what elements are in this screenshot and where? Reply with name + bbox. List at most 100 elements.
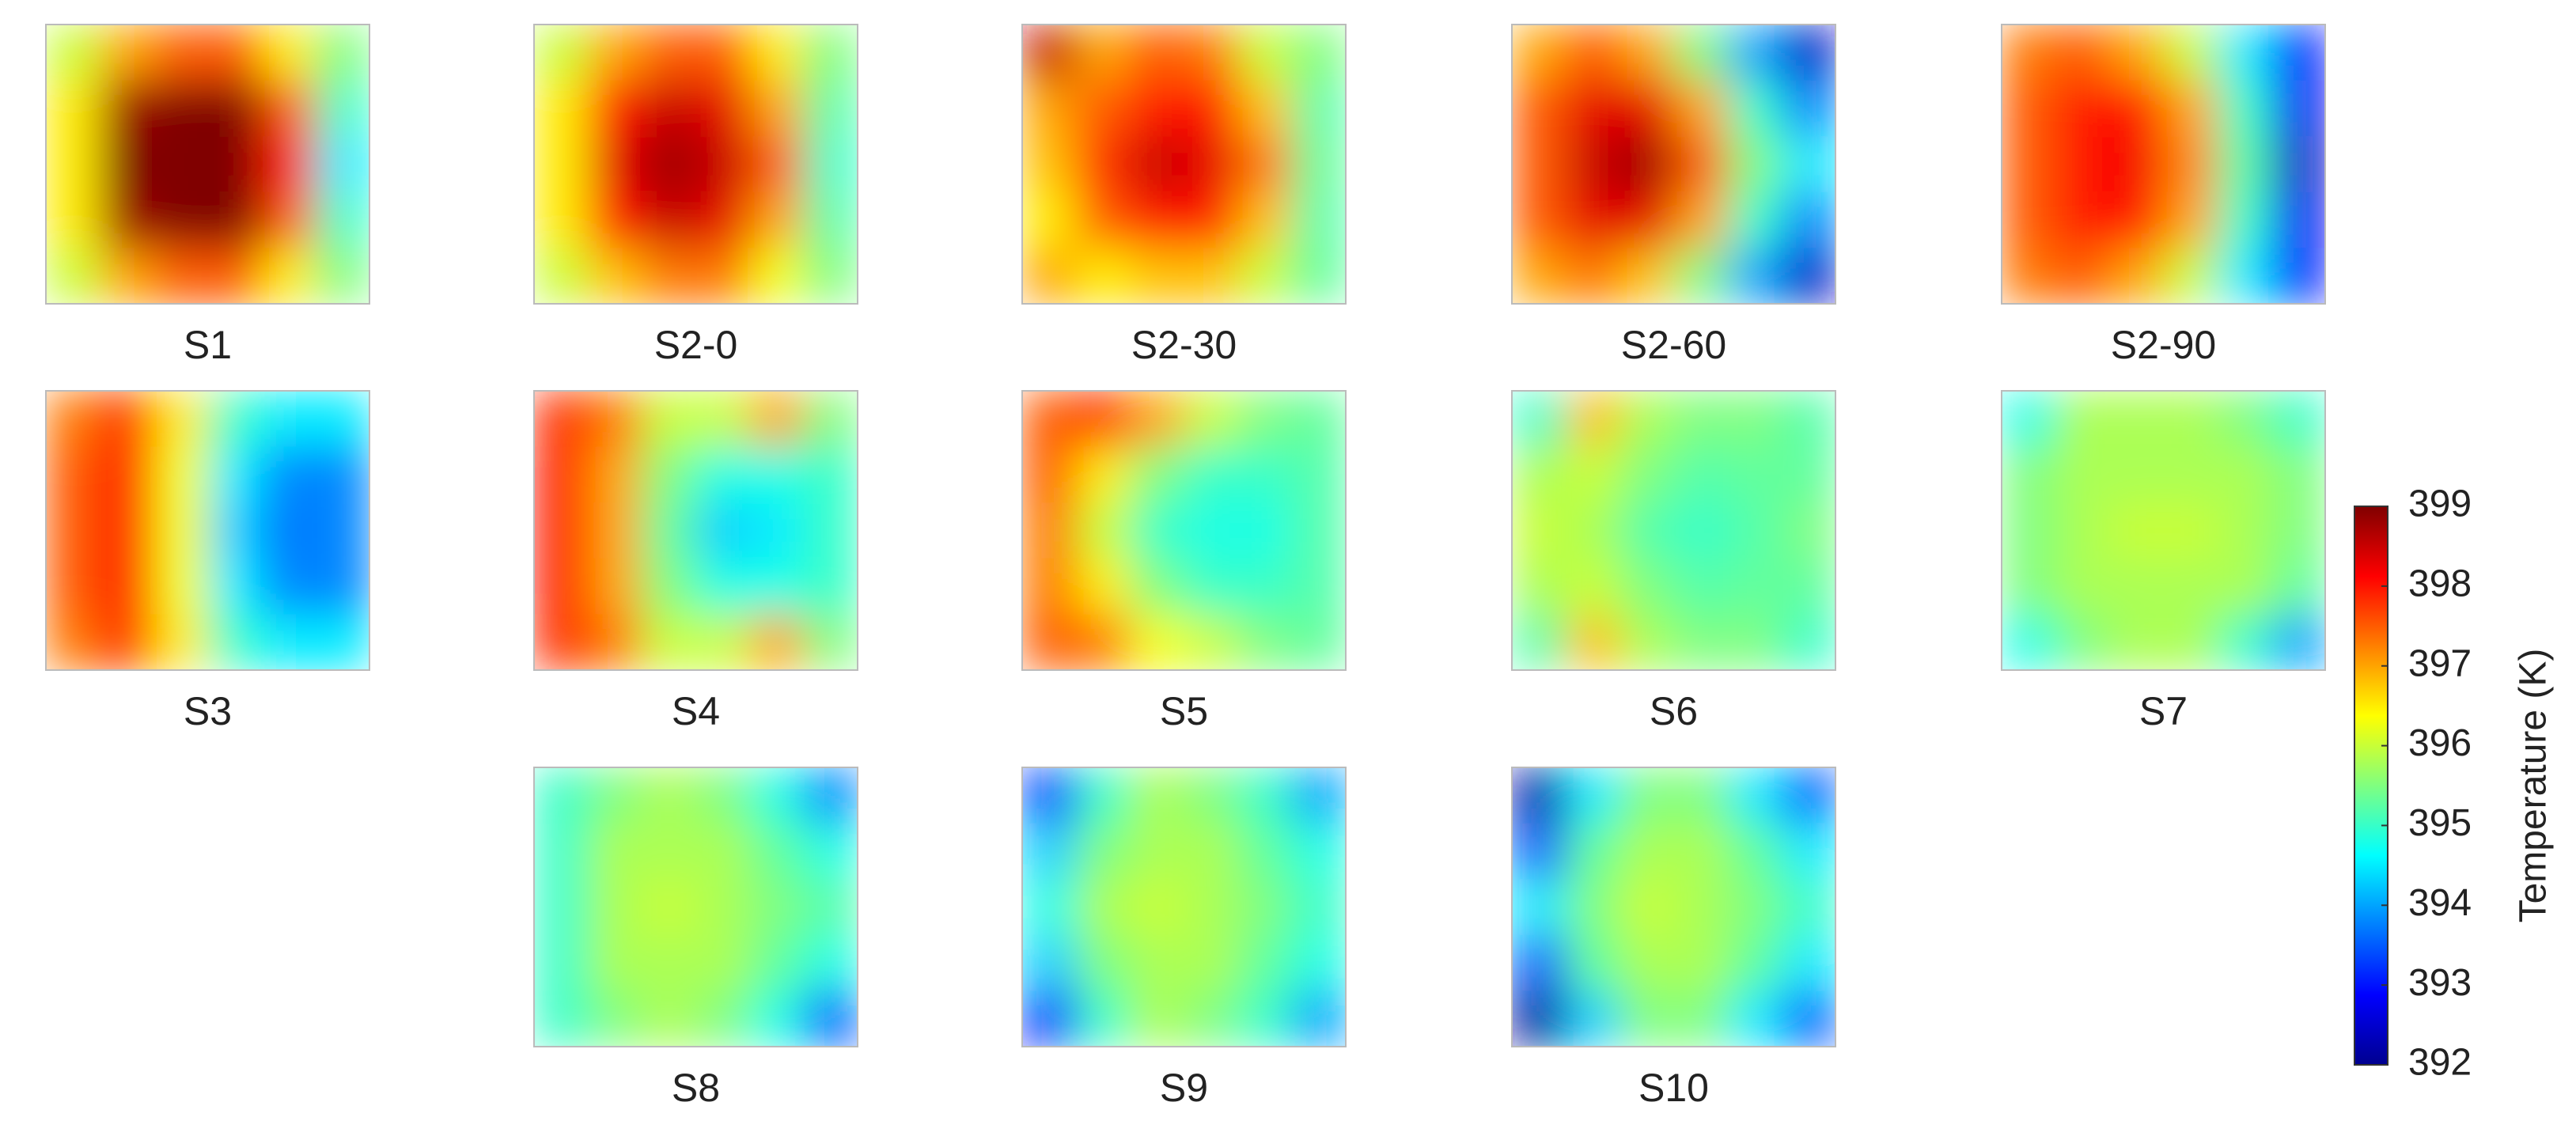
heatmap-cell <box>642 558 697 615</box>
heatmap-cell <box>2002 25 2057 81</box>
heatmap-cell <box>100 558 155 615</box>
heatmap-cell <box>1184 879 1239 936</box>
heatmap-cell <box>315 614 369 670</box>
heatmap-cell <box>1130 136 1185 193</box>
heatmap-cell <box>1673 558 1729 615</box>
heatmap-cell <box>207 502 263 559</box>
heatmap-cell <box>803 502 858 559</box>
heatmap-cell <box>803 446 858 504</box>
heatmap-cell <box>1022 80 1078 138</box>
heatmap-cell <box>1673 80 1729 138</box>
heatmap-cell <box>1237 446 1293 504</box>
heatmap-cell <box>1566 934 1621 992</box>
heatmap-cell <box>1130 80 1185 138</box>
heatmap-cell <box>261 248 316 304</box>
heatmap-cell <box>1673 614 1729 670</box>
heatmap-cell <box>749 879 805 936</box>
heatmap-cell <box>1022 136 1078 193</box>
heatmap-cell <box>588 502 643 559</box>
heatmap-cell <box>2055 25 2111 81</box>
heatmap-cell <box>315 191 369 249</box>
heatmap-field <box>1512 391 1835 670</box>
heatmap-cell <box>315 446 369 504</box>
heatmap-cell <box>1619 990 1675 1047</box>
heatmap-cell <box>695 502 751 559</box>
heatmap-cell <box>2002 558 2057 615</box>
heatmap-cell <box>534 80 589 138</box>
heatmap-cell <box>2163 391 2218 448</box>
heatmap-cell <box>1184 25 1239 81</box>
heatmap-cell <box>749 191 805 249</box>
heatmap-cell <box>2217 80 2272 138</box>
heatmap-cell <box>534 502 589 559</box>
heatmap-cell <box>1184 614 1239 670</box>
heatmap-cell <box>1512 614 1567 670</box>
heatmap-cell <box>153 136 209 193</box>
heatmap-cell <box>2109 446 2165 504</box>
heatmap-cell <box>642 502 697 559</box>
heatmap-cell <box>1512 558 1567 615</box>
heatmap-cell <box>261 80 316 138</box>
heatmap-cell <box>749 25 805 81</box>
heatmap-cell <box>1566 502 1621 559</box>
heatmap-cell <box>207 391 263 448</box>
heatmap-cell <box>1130 879 1185 936</box>
heatmap-cell <box>1727 25 1782 81</box>
heatmap-cell <box>207 558 263 615</box>
heatmap-panel: S7 <box>2001 390 2326 733</box>
heatmap-cell <box>749 990 805 1047</box>
heatmap-cell <box>642 614 697 670</box>
heatmap-cell <box>1237 767 1293 824</box>
heatmap-cell <box>534 248 589 304</box>
panel-title: S2-30 <box>1131 323 1237 367</box>
heatmap-cell <box>1291 502 1346 559</box>
heatmap-cell <box>534 25 589 81</box>
heatmap-cell <box>588 80 643 138</box>
heatmap-cell <box>1184 80 1239 138</box>
heatmap-cell <box>1566 191 1621 249</box>
heatmap-cell <box>315 248 369 304</box>
heatmap-cell <box>1130 25 1185 81</box>
panel-title: S5 <box>1160 689 1208 733</box>
heatmap-cell <box>695 25 751 81</box>
heatmap-cell <box>1291 934 1346 992</box>
heatmap-cell <box>1727 767 1782 824</box>
heatmap-cell <box>1237 136 1293 193</box>
heatmap-cell <box>315 25 369 81</box>
heatmap-cell <box>46 614 101 670</box>
heatmap-cell <box>1673 934 1729 992</box>
heatmap-field <box>1512 25 1835 304</box>
heatmap-cell <box>1512 136 1567 193</box>
heatmap-cell <box>2109 502 2165 559</box>
heatmap-cell <box>803 558 858 615</box>
heatmap-cell <box>749 446 805 504</box>
heatmap-cell <box>1673 502 1729 559</box>
heatmap-cell <box>1781 446 1835 504</box>
heatmap-cell <box>261 391 316 448</box>
heatmap-cell <box>1619 558 1675 615</box>
heatmap-cell <box>1130 614 1185 670</box>
heatmap-cell <box>1673 25 1729 81</box>
heatmap-cell <box>2217 446 2272 504</box>
heatmap-cell <box>1022 25 1078 81</box>
heatmap-cell <box>1781 614 1835 670</box>
heatmap-cell <box>1512 823 1567 881</box>
heatmap-cell <box>642 934 697 992</box>
heatmap-field <box>46 25 369 304</box>
heatmap-field <box>1022 767 1346 1047</box>
heatmap-cell <box>1022 446 1078 504</box>
panel-frame <box>45 390 370 671</box>
heatmap-cell <box>261 558 316 615</box>
heatmap-field <box>46 391 369 670</box>
heatmap-cell <box>1237 502 1293 559</box>
heatmap-cell <box>2217 502 2272 559</box>
heatmap-cell <box>2002 136 2057 193</box>
heatmap-cell <box>1673 879 1729 936</box>
heatmap-cell <box>588 879 643 936</box>
heatmap-cell <box>1781 879 1835 936</box>
heatmap-cell <box>2217 25 2272 81</box>
heatmap-cell <box>153 502 209 559</box>
heatmap-cell <box>1130 990 1185 1047</box>
heatmap-cell <box>588 136 643 193</box>
